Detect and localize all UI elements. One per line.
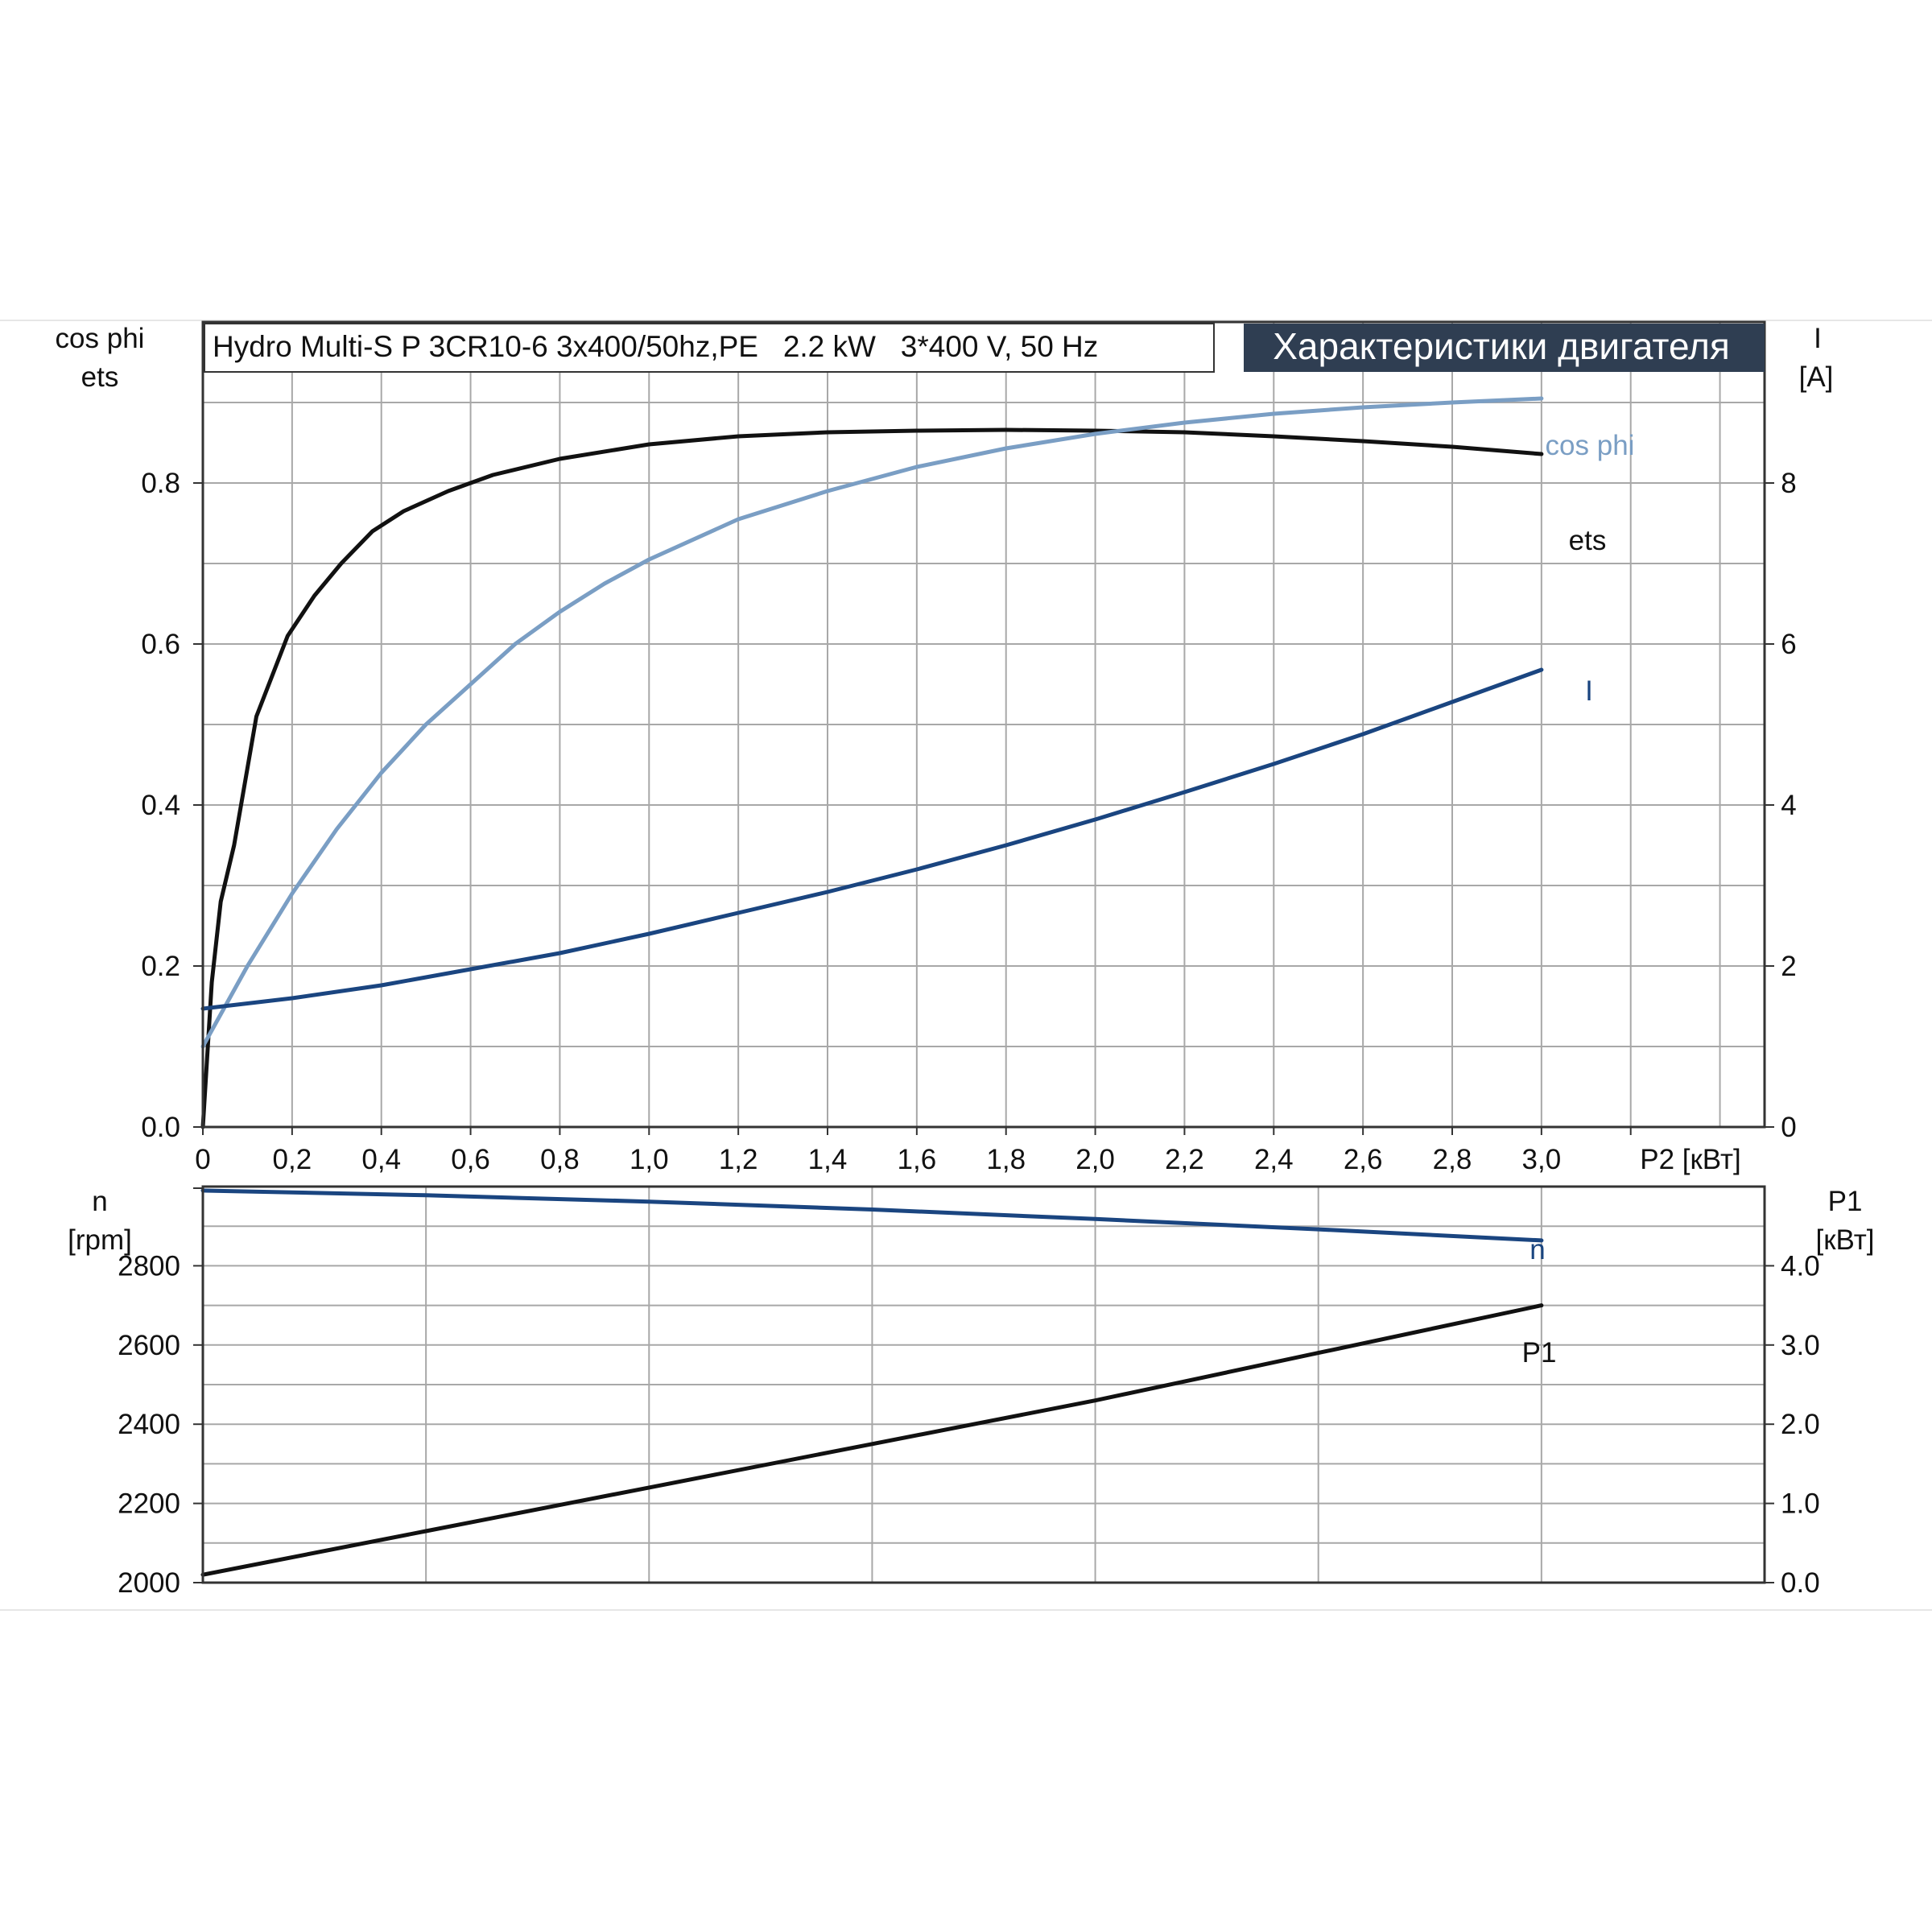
x-tick-label: 1,4 (808, 1144, 848, 1175)
bottom-right-tick-label: 1.0 (1781, 1488, 1820, 1520)
top-left-axis-label-line1: cos phi (56, 323, 145, 354)
x-tick-label: 1,2 (719, 1144, 758, 1175)
series-line-ets (200, 427, 1544, 1129)
x-axis-label: P2 [кВт] (1640, 1144, 1741, 1175)
bottom-panel-ticks: 2000 2200 2400 2600 2800 0.0 1.0 2.0 3.0 4.0 (118, 1187, 1820, 1599)
top-right-tick-label: 8 (1781, 468, 1796, 499)
x-tick-label: 0,6 (451, 1144, 490, 1175)
bottom-left-axis-label-line1: n (92, 1186, 107, 1217)
bottom-panel-curves (200, 1188, 1544, 1577)
x-tick-label: 2,6 (1344, 1144, 1383, 1175)
top-panel-grid (203, 322, 1765, 1127)
top-left-tick-label: 0.0 (141, 1112, 180, 1143)
bottom-left-tick-label: 2400 (118, 1409, 180, 1440)
x-tick-label: 1,8 (986, 1144, 1026, 1175)
chart-title: Характеристики двигателя (1273, 325, 1730, 367)
x-tick-label: 2,4 (1254, 1144, 1294, 1175)
series-label-n: n (1530, 1234, 1545, 1265)
series-label-P1: P1 (1522, 1337, 1557, 1368)
bottom-panel-grid (203, 1187, 1765, 1583)
bottom-left-tick-label: 2600 (118, 1330, 180, 1361)
top-right-tick-label: 2 (1781, 951, 1796, 982)
series-label-ets: ets (1569, 525, 1607, 556)
top-panel-frame (201, 320, 1766, 1129)
x-tick-label: 0,4 (361, 1144, 401, 1175)
caption-box (204, 323, 1215, 373)
x-tick-label: 1,0 (630, 1144, 669, 1175)
bottom-right-tick-label: 3.0 (1781, 1330, 1820, 1361)
bottom-right-tick-label: 0.0 (1781, 1567, 1820, 1599)
series-label-I: I (1585, 675, 1593, 707)
bottom-left-axis-label-line2: [rpm] (68, 1224, 132, 1256)
x-tick-label: 0 (195, 1144, 210, 1175)
top-panel-ticks: 0 0,2 0,4 0,6 0,8 1,0 1,2 1,4 1,6 1,8 2,0 2,2 2,4 2,6… (141, 468, 1796, 1175)
x-tick-label: 2,0 (1075, 1144, 1115, 1175)
top-panel-curves (200, 396, 1544, 1129)
top-right-tick-label: 4 (1781, 790, 1796, 821)
series-line-p1 (200, 1303, 1544, 1577)
title-background (1244, 324, 1765, 372)
top-right-tick-label: 0 (1781, 1112, 1796, 1143)
bottom-right-axis-label-line2: [кВт] (1816, 1224, 1875, 1256)
bottom-panel-frame (201, 1185, 1766, 1584)
bottom-left-tick-label: 2200 (118, 1488, 180, 1520)
top-left-tick-label: 0.8 (141, 468, 180, 499)
top-left-tick-label: 0.4 (141, 790, 180, 821)
series-line-i (200, 667, 1544, 1011)
x-tick-label: 3,0 (1522, 1144, 1562, 1175)
bottom-left-tick-label: 2000 (118, 1567, 180, 1599)
caption-text: Hydro Multi-S P 3CR10-6 3x400/50hz,PE 2.… (213, 330, 1098, 363)
x-tick-label: 2,8 (1433, 1144, 1472, 1175)
x-tick-label: 1,6 (898, 1144, 937, 1175)
series-label-cos-phi: cos phi (1546, 430, 1635, 461)
top-right-axis-label-line2: [A] (1799, 361, 1834, 393)
top-left-axis-label-line2: ets (81, 361, 119, 393)
bottom-right-axis-label-line1: P1 (1828, 1186, 1863, 1217)
series-line-cos-phi (200, 396, 1544, 1049)
bottom-right-tick-label: 2.0 (1781, 1409, 1820, 1440)
x-tick-label: 0,2 (273, 1144, 312, 1175)
x-tick-label: 0,8 (540, 1144, 580, 1175)
top-right-axis-label-line1: I (1814, 323, 1822, 354)
bottom-right-tick-label: 4.0 (1781, 1250, 1820, 1282)
top-right-tick-label: 6 (1781, 629, 1796, 660)
series-line-n (200, 1188, 1544, 1243)
bottom-left-tick-label: 2800 (118, 1250, 180, 1282)
top-left-tick-label: 0.2 (141, 951, 180, 982)
top-left-tick-label: 0.6 (141, 629, 180, 660)
x-tick-label: 2,2 (1165, 1144, 1204, 1175)
